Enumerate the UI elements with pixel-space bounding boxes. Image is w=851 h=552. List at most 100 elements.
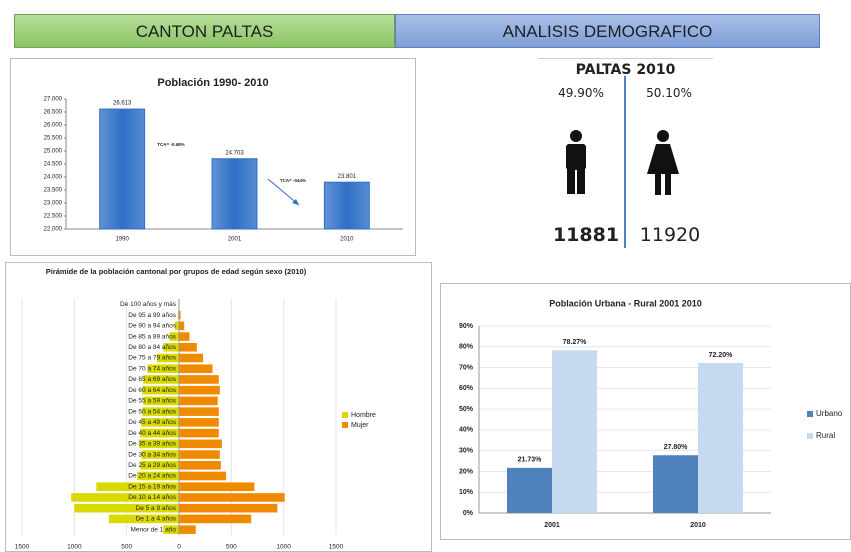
y-tick-label: De 75 a 79 años: [128, 355, 176, 362]
percent-label: 49.90%: [558, 86, 604, 100]
bar: [698, 362, 743, 513]
x-tick-label: 1000: [67, 544, 82, 551]
legend-label: Mujer: [351, 422, 369, 429]
percent-label: 50.10%: [646, 86, 692, 100]
y-tick-label: 50%: [459, 406, 474, 413]
bar: [74, 503, 179, 513]
icons: [566, 130, 679, 195]
x-tick-label: 2001: [228, 237, 242, 243]
bar: [169, 332, 179, 341]
y-tick-label: De 60 a 64 años: [128, 387, 176, 394]
legend-swatch: [807, 433, 813, 439]
y-tick-label: 26.000: [44, 123, 63, 129]
bar: [179, 428, 219, 438]
y-tick-label: De 95 a 99 años: [128, 312, 176, 319]
bar: [137, 471, 179, 481]
bar: [179, 525, 196, 534]
data-label: 21.73%: [518, 457, 543, 464]
y-tick-label: 30%: [459, 448, 474, 455]
bar: [179, 503, 278, 513]
bar: [108, 514, 179, 524]
gender-panel: PALTAS 2010 49.90% 50.10% 11881 11920: [538, 58, 713, 250]
y-tick-label: De 10 a 14 años: [128, 494, 176, 501]
y-tick-label: De 85 a 89 años: [128, 333, 176, 340]
y-tick-label: De 70 a 74 años: [128, 365, 176, 372]
bar: [179, 310, 181, 320]
y-tick-label: De 65 a 69 años: [128, 376, 176, 383]
bar: [140, 428, 179, 438]
bar: [142, 385, 179, 395]
bar: [179, 407, 219, 416]
bar: [179, 332, 190, 341]
title-box: Pirámide de la población cantonal por gr…: [45, 267, 307, 276]
y-tick-label: De 45 a 49 años: [128, 419, 176, 426]
y-tick-label: De 5 a 9 años: [136, 505, 177, 512]
annotation: TCA= -044%: [280, 178, 306, 183]
legend-swatch: [342, 422, 348, 428]
bar: [552, 350, 597, 513]
y-tick-label: De 55 a 59 años: [128, 398, 176, 405]
bar: [177, 310, 179, 320]
bar: [163, 342, 179, 352]
bar: [179, 439, 222, 449]
legend-swatch: [807, 411, 813, 417]
bar: [140, 460, 179, 470]
bar: [211, 158, 258, 230]
y-tick-label: 90%: [459, 323, 474, 330]
bar: [141, 450, 179, 459]
x-tick-label: 2010: [340, 237, 354, 243]
y-tick-label: 24.000: [44, 175, 63, 181]
bar: [323, 181, 370, 230]
bar: [139, 439, 179, 449]
y-tick-label: 22.500: [44, 214, 63, 220]
bar: [142, 407, 179, 416]
y-tick-label: 60%: [459, 385, 474, 392]
bar: [163, 525, 179, 534]
y-tick-label: 24.500: [44, 162, 63, 168]
arrow: [267, 178, 300, 206]
bar: [143, 396, 179, 406]
count-label: 11920: [639, 224, 701, 246]
chart: Población Urbana - Rural 2001 2010 0% 10% 2…: [459, 298, 843, 528]
bar: [179, 450, 220, 459]
bar: [157, 353, 179, 363]
chart-title: Población 1990- 2010: [157, 77, 268, 89]
x-tick-label: 500: [226, 544, 237, 551]
y-tick-label: 40%: [459, 427, 474, 434]
bar: [71, 493, 179, 502]
chart-title: Pirámide de la población cantonal por gr…: [45, 267, 307, 276]
bar: [99, 108, 146, 230]
bar: [179, 418, 219, 427]
bar: [179, 385, 220, 395]
y-tick-label: De 15 a 19 años: [128, 483, 176, 490]
bar: [143, 375, 179, 384]
y-tick-label: 26.500: [44, 110, 63, 116]
legend-label: Hombre: [351, 412, 376, 419]
y-tick-label: De 80 a 84 años: [128, 344, 176, 351]
y-tick-label: De 90 a 94 años: [128, 323, 176, 330]
data-label: 27.80%: [664, 444, 689, 451]
y-tick-label: 10%: [459, 489, 474, 496]
bar: [179, 482, 255, 492]
y-tick-label: 25.500: [44, 136, 63, 142]
x-tick-label: 0: [177, 544, 181, 551]
divider: [624, 76, 626, 248]
arrow-head: [292, 199, 299, 205]
y-tick-label: De 25 a 29 años: [128, 462, 176, 469]
y-tick-label: De 50 a 54 años: [128, 408, 176, 415]
x-tick-label: 500: [121, 544, 132, 551]
y-tick-label: De 30 a 34 años: [128, 451, 176, 458]
y-tick-label: 70%: [459, 364, 474, 371]
data-label: 72.20%: [709, 352, 734, 359]
x-tick-label: 1500: [329, 544, 344, 551]
divider: [538, 58, 713, 59]
bar: [179, 493, 285, 502]
bar: [179, 460, 221, 470]
bar: [141, 418, 179, 427]
legend-label: Urbano: [816, 409, 843, 418]
female-icon: [647, 130, 679, 195]
y-tick-label: 23.500: [44, 188, 63, 194]
x-tick-label: 1500: [15, 544, 30, 551]
bar: [653, 455, 698, 513]
